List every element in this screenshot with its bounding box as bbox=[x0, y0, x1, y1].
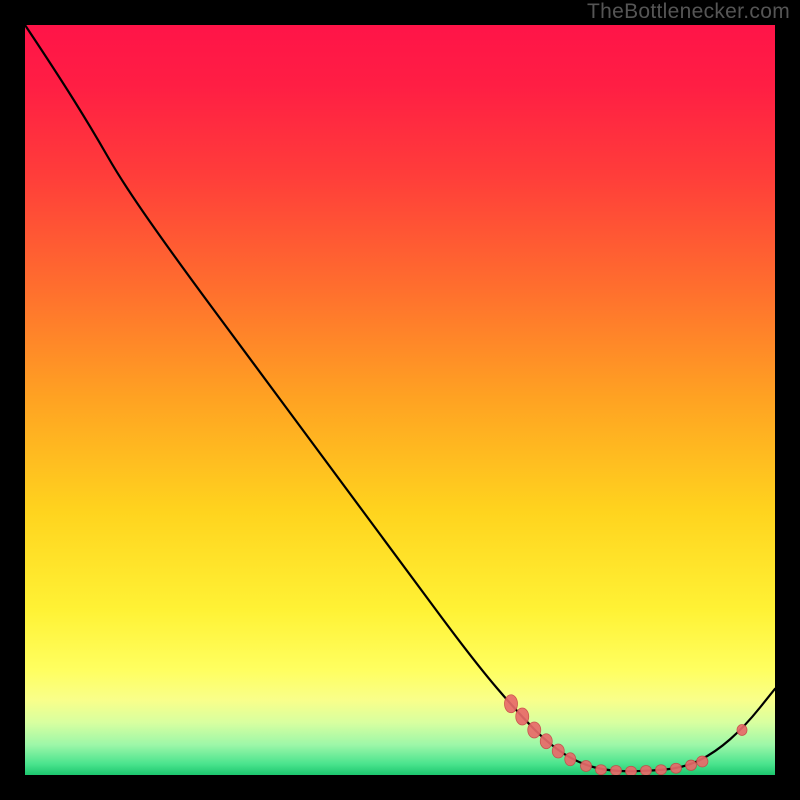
data-marker bbox=[611, 766, 622, 776]
data-marker bbox=[671, 763, 682, 773]
data-marker bbox=[505, 695, 518, 713]
data-marker bbox=[540, 734, 552, 749]
data-marker bbox=[641, 766, 652, 776]
data-marker bbox=[686, 760, 697, 770]
bottleneck-curve bbox=[25, 25, 775, 771]
data-marker bbox=[565, 753, 576, 766]
chart-curve-layer bbox=[25, 25, 775, 775]
data-marker bbox=[552, 744, 564, 758]
data-marker bbox=[596, 765, 607, 775]
data-marker bbox=[581, 761, 592, 772]
data-marker bbox=[528, 722, 541, 738]
data-marker bbox=[656, 765, 667, 775]
data-marker bbox=[516, 708, 529, 725]
data-marker bbox=[626, 766, 637, 775]
data-marker bbox=[737, 725, 747, 736]
data-marker bbox=[697, 756, 708, 767]
bottleneck-chart bbox=[25, 25, 775, 775]
attribution-text: TheBottlenecker.com bbox=[587, 0, 790, 24]
